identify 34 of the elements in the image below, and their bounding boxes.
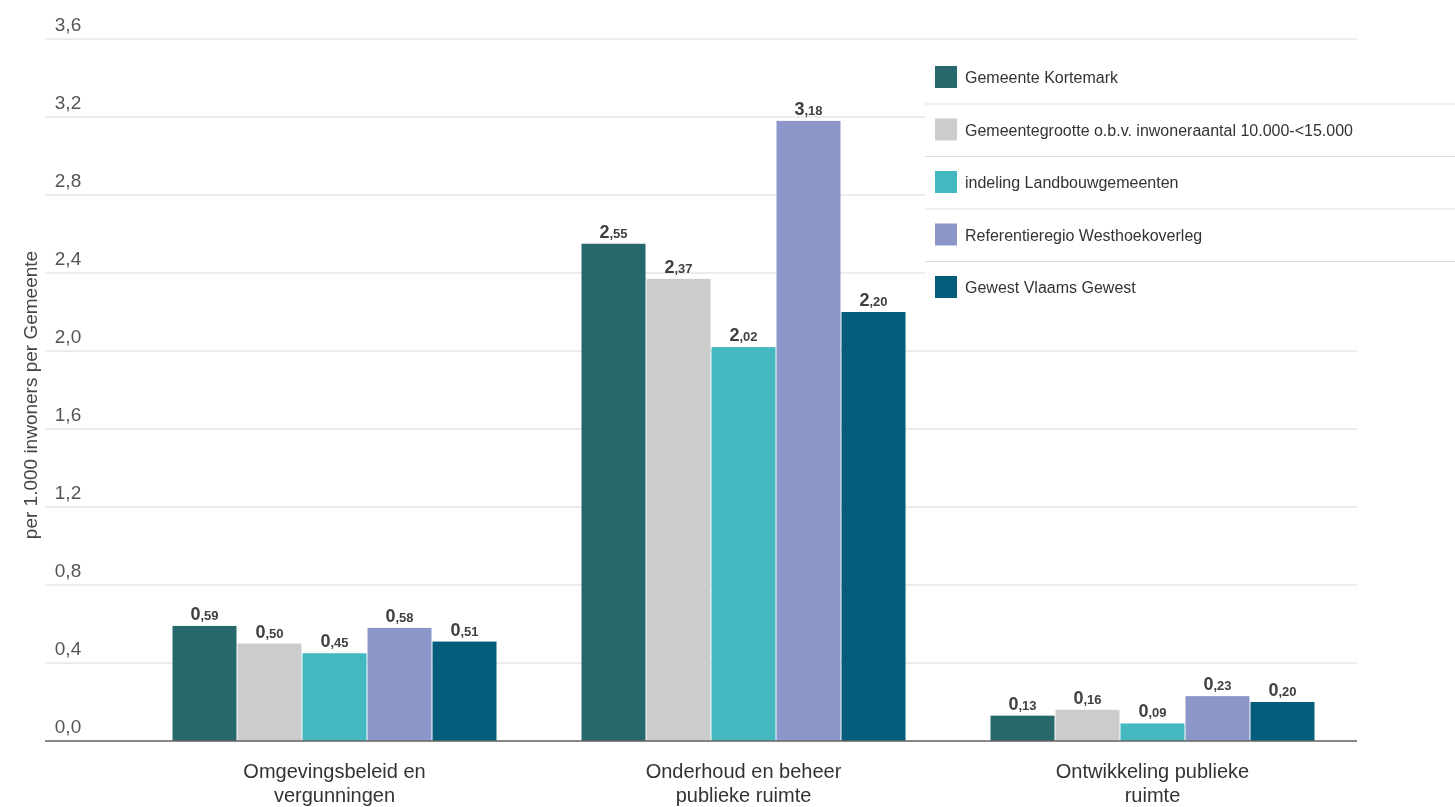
data-label: 0,50	[255, 621, 284, 642]
data-label: 0,59	[190, 603, 219, 624]
y-tick-label: 2,4	[54, 248, 82, 269]
legend-label: Gewest Vlaams Gewest	[965, 279, 1137, 296]
data-label: 0,16	[1073, 687, 1102, 708]
y-tick-label: 1,2	[54, 482, 82, 503]
y-axis-title: per 1.000 inwoners per Gemeente	[20, 250, 41, 540]
data-label: 2,02	[729, 325, 758, 346]
data-label: 2,55	[599, 221, 628, 242]
legend-label: Referentieregio Westhoekoverleg	[965, 226, 1203, 244]
x-tick-label: Omgevingsbeleid en vergunningen	[243, 760, 426, 806]
y-tick-label: 2,0	[54, 326, 82, 347]
y-tick-label: 3,2	[54, 92, 82, 113]
data-label: 0,09	[1138, 701, 1167, 722]
y-tick-label: 3,6	[54, 14, 82, 35]
data-label: 0,23	[1203, 674, 1232, 695]
y-tick-label: 0,0	[54, 716, 82, 737]
y-tick-label: 1,6	[54, 404, 82, 425]
y-tick-label: 2,8	[54, 170, 82, 191]
legend-label: Gemeente Kortemark	[965, 69, 1119, 86]
data-label: 2,20	[859, 290, 888, 310]
y-tick-label: 0,4	[54, 638, 82, 659]
data-label: 0,20	[1268, 680, 1297, 700]
x-tick-label: Onderhoud en beheer publieke ruimte	[645, 760, 842, 806]
data-label: 0,58	[385, 605, 414, 626]
data-label: 3,18	[794, 98, 823, 119]
data-label: 0,51	[450, 619, 479, 640]
data-label: 0,13	[1008, 693, 1037, 714]
x-tick-label: Ontwikkeling publieke ruimte	[1055, 760, 1250, 806]
data-label: 0,45	[320, 631, 349, 652]
data-label: 2,37	[664, 256, 693, 277]
legend-label: Gemeentegrootte o.b.v. inwoneraantal 10.000-<15.000	[965, 121, 1354, 139]
legend-label: indeling Landbouwgemeenten	[965, 174, 1179, 191]
y-tick-label: 0,8	[54, 560, 82, 581]
